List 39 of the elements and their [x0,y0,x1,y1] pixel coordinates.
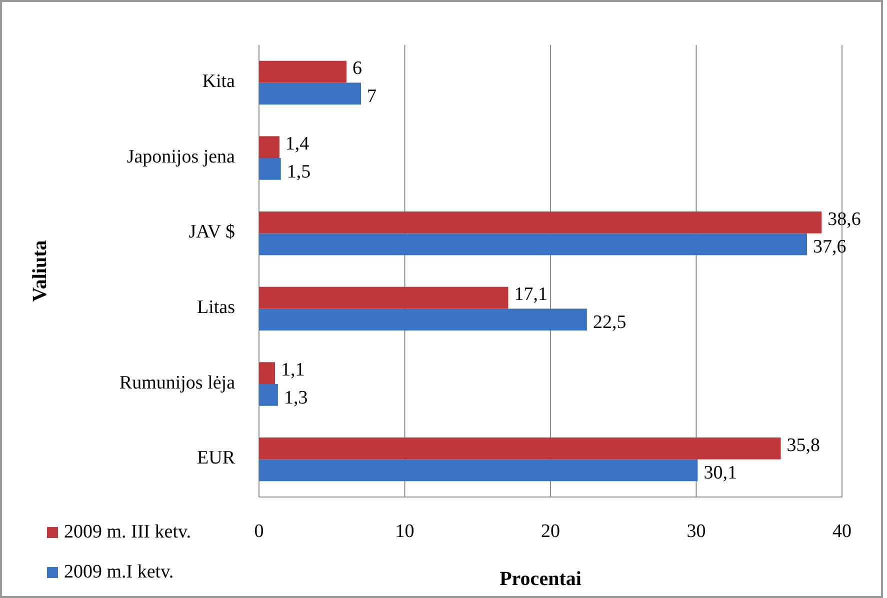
data-label: 35,8 [786,434,820,456]
x-tick-label: 20 [541,521,560,542]
bar [259,211,822,234]
x-tick-label: 40 [832,521,852,542]
data-label: 1,5 [286,161,311,182]
data-label: 7 [367,86,377,107]
bar [259,459,698,482]
y-tick-label: Litas [197,297,235,318]
bar [259,437,781,460]
legend-label: 2009 m.I ketv. [64,561,174,582]
bar [259,158,281,180]
data-label: 38,6 [828,208,861,230]
y-tick-label: Japonijos jena [126,146,236,168]
data-label: 22,5 [592,312,626,333]
bar [259,362,276,384]
x-tick-label: 10 [395,521,414,542]
bar [259,82,362,105]
y-tick-label: Rumunijos lėja [119,372,236,394]
data-label: 1,1 [281,359,305,380]
bar [259,60,346,83]
y-tick-label: EUR [197,448,236,469]
bar [259,286,508,309]
x-axis-title: Procentai [500,568,582,590]
bar [259,308,587,331]
data-label: 1,3 [284,387,308,408]
bar [259,384,278,406]
x-tick-label: 30 [686,521,706,542]
bar [259,233,808,256]
y-tick-label: JAV $ [188,222,235,243]
y-tick-label: Kita [202,71,236,92]
bar [259,136,280,158]
data-label: 1,4 [285,133,310,154]
x-tick-label: 0 [254,521,264,542]
data-label: 30,1 [704,462,737,484]
data-label: 17,1 [514,284,548,306]
data-label: 6 [352,58,362,80]
y-axis-title: Valiuta [29,240,51,302]
legend-label: 2009 m. III ketv. [64,521,191,542]
data-label: 37,6 [813,236,846,258]
